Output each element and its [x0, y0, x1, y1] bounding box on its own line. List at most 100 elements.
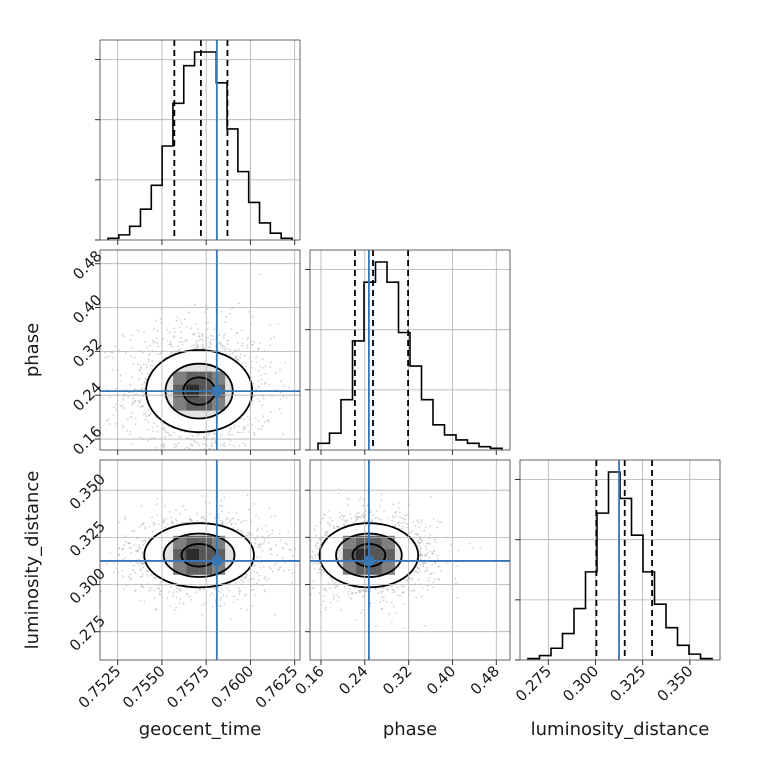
posterior-geocent_time-vs-phase-sample	[225, 353, 228, 355]
posterior-geocent_time-vs-luminosity_distance-truth-marker	[211, 555, 223, 567]
posterior-phase-vs-luminosity_distance-sample	[423, 561, 426, 564]
posterior-phase-vs-luminosity_distance-border	[309, 459, 511, 661]
posterior-geocent_time-vs-luminosity_distance-sample	[231, 518, 234, 520]
posterior-phase-vs-luminosity_distance-sample	[359, 516, 362, 519]
posterior-phase-vs-luminosity_distance-sample	[418, 538, 421, 540]
posterior-geocent_time-vs-luminosity_distance-sample	[245, 576, 248, 578]
posterior-phase-vs-luminosity_distance-sample	[419, 548, 422, 551]
posterior-geocent_time-vs-luminosity_distance-sample	[183, 521, 186, 524]
posterior-phase-vs-luminosity_distance-sample	[396, 593, 399, 596]
posterior-geocent_time-vs-luminosity_distance-sample	[141, 575, 144, 577]
posterior-phase-vs-luminosity_distance-sample	[431, 563, 434, 566]
posterior-phase-vs-luminosity_distance-sample	[420, 539, 423, 542]
posterior-phase-vs-luminosity_distance-sample	[471, 547, 474, 549]
posterior-geocent_time-vs-phase-sample	[137, 399, 140, 402]
posterior-geocent_time-vs-luminosity_distance-sample	[130, 546, 133, 549]
posterior-geocent_time-vs-luminosity_distance-sample	[140, 505, 143, 507]
posterior-geocent_time-vs-luminosity_distance-sample	[136, 549, 139, 552]
posterior-geocent_time-vs-luminosity_distance-sample	[177, 588, 180, 591]
posterior-phase-vs-luminosity_distance-sample	[303, 535, 305, 537]
posterior-phase-vs-luminosity_distance-sample	[421, 519, 423, 521]
posterior-phase-vs-luminosity_distance-sample	[418, 541, 421, 544]
posterior-geocent_time-vs-phase-sample	[258, 273, 261, 276]
posterior-phase-vs-luminosity_distance-sample	[359, 591, 362, 593]
posterior-geocent_time-vs-luminosity_distance-sample	[154, 608, 157, 611]
posterior-geocent_time-vs-luminosity_distance-sample	[284, 542, 287, 545]
posterior-geocent_time-vs-phase-sample	[285, 396, 288, 399]
posterior-geocent_time-vs-luminosity_distance-sample	[145, 569, 148, 572]
posterior-geocent_time-vs-phase-sample	[127, 396, 130, 398]
posterior-geocent_time-vs-phase-sample	[198, 433, 200, 435]
posterior-geocent_time-vs-phase-sample	[190, 345, 193, 348]
posterior-phase-vs-luminosity_distance-sample	[423, 529, 426, 532]
posterior-phase-vs-luminosity_distance-sample	[479, 547, 481, 549]
posterior-phase-vs-luminosity_distance-sample	[362, 504, 365, 507]
posterior-geocent_time-vs-phase-sample	[214, 441, 217, 444]
posterior-geocent_time-vs-luminosity_distance-sample	[140, 585, 143, 587]
posterior-geocent_time-vs-phase-sample	[226, 343, 229, 346]
posterior-phase-vs-luminosity_distance-sample	[391, 588, 394, 591]
posterior-geocent_time-vs-phase-sample	[145, 363, 148, 366]
posterior-geocent_time-vs-phase-sample	[157, 457, 159, 459]
posterior-geocent_time-vs-luminosity_distance-sample	[261, 549, 264, 552]
posterior-geocent_time-vs-luminosity_distance-sample	[233, 517, 236, 519]
posterior-geocent_time-vs-phase-sample	[177, 349, 180, 352]
posterior-geocent_time-vs-luminosity_distance-sample	[138, 547, 141, 550]
posterior-geocent_time-vs-luminosity_distance-sample	[228, 511, 230, 514]
posterior-geocent_time-vs-phase	[95, 249, 301, 459]
posterior-geocent_time-vs-phase-sample	[195, 322, 197, 325]
posterior-phase-vs-luminosity_distance-sample	[399, 595, 401, 597]
posterior-geocent_time-vs-luminosity_distance-sample	[177, 585, 180, 588]
posterior-geocent_time-vs-phase-sample	[261, 366, 264, 369]
posterior-geocent_time-vs-phase-sample	[156, 430, 159, 433]
posterior-geocent_time-vs-luminosity_distance-sample	[258, 574, 261, 577]
posterior-phase-vs-luminosity_distance-sample	[434, 562, 437, 565]
posterior-phase-vs-luminosity_distance-sample	[427, 580, 430, 582]
posterior-geocent_time-vs-luminosity_distance-sample	[259, 542, 262, 545]
posterior-phase-vs-luminosity_distance-sample	[421, 595, 423, 598]
posterior-geocent_time-vs-phase-sample	[168, 434, 171, 437]
posterior-phase-vs-luminosity_distance-sample	[361, 514, 363, 517]
posterior-phase-vs-luminosity_distance-sample	[331, 519, 334, 522]
posterior-geocent_time-vs-luminosity_distance-sample	[241, 578, 244, 581]
posterior-geocent_time-vs-phase-sample	[255, 356, 258, 359]
posterior-geocent_time-vs-phase-sample	[283, 384, 285, 387]
posterior-geocent_time-vs-phase-sample	[223, 442, 225, 444]
posterior-phase-vs-luminosity_distance-sample	[394, 524, 397, 527]
posterior-geocent_time-vs-luminosity_distance-sample	[252, 565, 255, 567]
posterior-geocent_time-vs-phase-sample	[202, 347, 205, 350]
posterior-geocent_time-vs-phase-sample	[165, 356, 167, 359]
posterior-phase-vs-luminosity_distance-sample	[422, 562, 424, 565]
posterior-phase-vs-luminosity_distance-sample	[307, 520, 309, 522]
posterior-geocent_time-vs-phase-sample	[147, 361, 150, 364]
posterior-phase-vs-luminosity_distance-sample	[321, 569, 324, 572]
posterior-geocent_time-vs-phase-sample	[234, 357, 237, 360]
posterior-geocent_time-vs-luminosity_distance-sample	[202, 589, 205, 591]
posterior-geocent_time-vs-luminosity_distance-sample	[170, 520, 173, 523]
posterior-phase-vs-luminosity_distance-sample	[334, 582, 336, 585]
posterior-geocent_time-vs-luminosity_distance-sample	[190, 599, 193, 601]
posterior-geocent_time-vs-luminosity_distance-sample	[191, 519, 193, 522]
posterior-geocent_time-vs-phase-sample	[266, 419, 269, 422]
posterior-phase-vs-luminosity_distance-sample	[394, 611, 397, 614]
posterior-phase-vs-luminosity_distance-sample	[313, 587, 316, 590]
posterior-geocent_time-vs-phase-sample	[185, 325, 188, 328]
posterior-phase-vs-luminosity_distance-sample	[399, 516, 402, 518]
posterior-phase-vs-luminosity_distance-sample	[413, 590, 416, 592]
x-tick-label-luminosity_distance: 0.325	[606, 662, 649, 705]
posterior-phase-vs-luminosity_distance-sample	[433, 549, 435, 552]
posterior-geocent_time-vs-luminosity_distance-sample	[244, 573, 247, 576]
posterior-phase-vs-luminosity_distance-sample	[418, 550, 421, 552]
posterior-phase-vs-luminosity_distance-sample	[366, 504, 369, 507]
posterior-geocent_time-vs-phase-sample	[129, 416, 131, 418]
posterior-geocent_time-vs-phase-sample	[241, 344, 243, 347]
posterior-geocent_time-vs-luminosity_distance-sample	[238, 587, 241, 590]
posterior-phase-vs-luminosity_distance-sample	[397, 521, 400, 523]
posterior-phase-vs-luminosity_distance-sample	[429, 525, 432, 528]
posterior-geocent_time-vs-phase-sample	[243, 418, 245, 420]
posterior-geocent_time-vs-phase-sample	[200, 457, 202, 459]
histogram-luminosity_distance-border	[519, 459, 721, 661]
posterior-geocent_time-vs-luminosity_distance-sample	[276, 568, 279, 571]
posterior-geocent_time-vs-phase-sample	[162, 423, 165, 425]
